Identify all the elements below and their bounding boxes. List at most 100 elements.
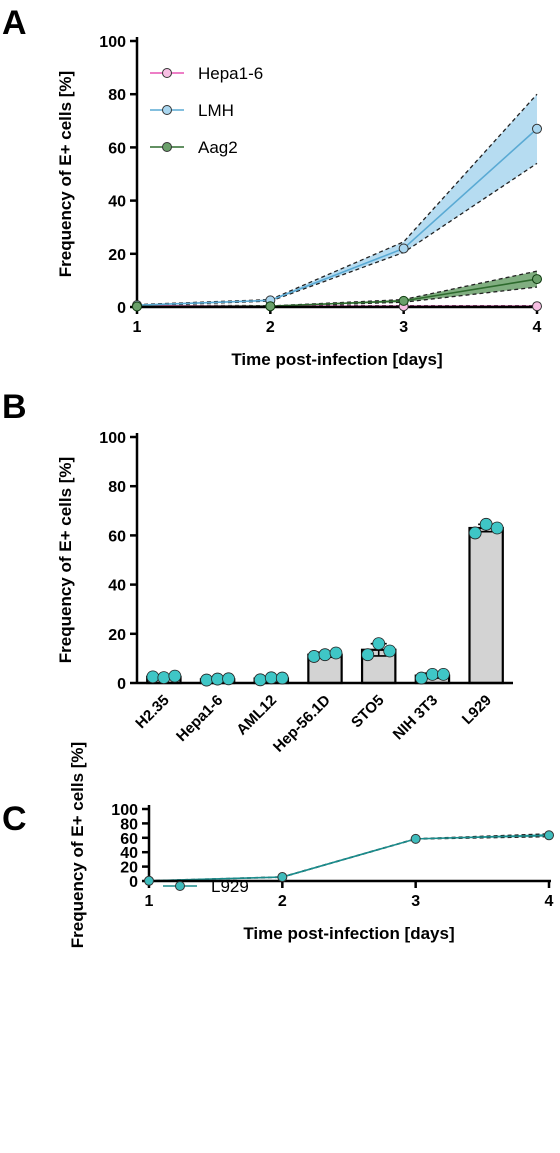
ytick-label-b-4: 80: [108, 479, 126, 496]
panel-letter-b: B: [2, 388, 27, 426]
category-label-0: H2.35: [132, 692, 172, 732]
legend-label-a-1: LMH: [198, 101, 234, 120]
category-label-2: AML12: [233, 692, 280, 739]
xtick-label-a-0: 1: [133, 319, 142, 336]
panel-letter-c: C: [2, 800, 27, 838]
chart-a: 0 20 40 60 80 100 1 2 3 4 Hepa1-6 LMH Aag2 Time pos…: [56, 34, 542, 369]
chart-b-axes: [135, 433, 513, 685]
xtick-label-a-2: 3: [399, 319, 408, 336]
legend-label-c-0: L929: [211, 877, 249, 896]
ytick-label-c-1: 20: [120, 860, 138, 877]
ytick-label-c-4: 80: [120, 816, 138, 833]
legend-marker-a-1: [162, 105, 172, 115]
ytick-label-a-5: 100: [99, 34, 126, 51]
xtick-label-a-1: 2: [266, 319, 275, 336]
category-label-1: Hepa1-6: [173, 692, 226, 745]
ytick-label-c-5: 100: [111, 802, 138, 819]
point-a-0-3: [532, 301, 542, 312]
legend-marker-c-0: [175, 881, 185, 891]
chart-c-lines: [148, 834, 550, 882]
ytick-label-a-0: 0: [117, 300, 126, 317]
chart-a-legend: Hepa1-6 LMH Aag2: [150, 64, 263, 157]
chart-c-axes: [147, 805, 551, 883]
point-a-2-0: [132, 301, 142, 312]
xtick-label-c-0: 1: [145, 893, 154, 910]
point-b-0-2: [168, 669, 182, 683]
bar-6: [468, 526, 504, 685]
category-label-6: L929: [459, 692, 495, 728]
point-b-0-1: [157, 671, 171, 684]
category-label-4: STO5: [348, 692, 388, 732]
point-b-3-2: [329, 646, 343, 660]
point-b-2-1: [264, 671, 278, 685]
ytick-label-b-0: 0: [117, 676, 126, 693]
point-b-6-1: [479, 517, 493, 531]
point-b-4-0: [361, 648, 375, 662]
chart-a-axes: [135, 37, 539, 309]
point-c-0-3: [544, 830, 554, 841]
chart-a-xlabel: Time post-infection [days]: [231, 350, 442, 369]
chart-c-xlabel: Time post-infection [days]: [243, 924, 454, 943]
chart-a-ylabel: Frequency of E+ cells [%]: [56, 71, 75, 277]
legend-marker-a-2: [162, 142, 172, 152]
ytick-label-b-1: 20: [108, 627, 126, 644]
ytick-label-c-2: 40: [120, 845, 138, 862]
ytick-label-c-0: 0: [129, 874, 138, 891]
point-c-0-2: [410, 833, 421, 844]
point-b-5-1: [426, 667, 439, 681]
ytick-label-a-3: 60: [108, 140, 126, 157]
chart-a-ticks: 0 20 40 60 80 100 1 2 3 4: [99, 34, 541, 336]
chart-a-lines: [136, 128, 538, 308]
point-a-2-2: [398, 295, 409, 306]
point-b-6-0: [468, 526, 482, 540]
chart-a-points: [132, 123, 542, 312]
point-b-0-0: [146, 670, 160, 684]
point-a-2-1: [265, 301, 276, 312]
ytick-label-b-5: 100: [99, 430, 126, 447]
point-b-2-0: [253, 673, 267, 687]
point-b-1-2: [222, 672, 235, 686]
chart-c-ylabel: Frequency of E+ cells [%]: [68, 742, 87, 948]
chart-b-bars: [146, 523, 504, 685]
point-b-5-2: [437, 667, 450, 681]
point-b-5-0: [415, 671, 428, 685]
point-b-3-1: [318, 648, 332, 662]
point-b-6-2: [490, 521, 504, 535]
point-b-1-1: [211, 672, 224, 686]
ytick-label-b-2: 40: [108, 578, 126, 595]
category-label-3: Hep-56.1D: [270, 692, 334, 756]
xtick-label-c-2: 3: [411, 893, 420, 910]
panel-letter-a: A: [2, 4, 27, 42]
ytick-label-a-4: 80: [108, 87, 126, 104]
point-b-1-0: [200, 673, 213, 687]
point-b-2-2: [275, 671, 289, 685]
ytick-label-c-3: 60: [120, 831, 138, 848]
legend-label-a-0: Hepa1-6: [198, 64, 263, 83]
chart-c-legend: L929: [163, 877, 249, 896]
category-label-5: NIH 3T3: [390, 692, 442, 744]
point-c-0-0: [144, 875, 154, 886]
xtick-label-c-3: 4: [545, 893, 554, 910]
ytick-label-b-3: 60: [108, 528, 126, 545]
point-c-0-1: [277, 872, 288, 883]
chart-b-points: [146, 517, 504, 687]
series-line-c-0: [148, 834, 550, 882]
point-a-2-3: [532, 274, 542, 285]
point-a-1-3: [532, 123, 542, 134]
point-b-4-2: [383, 644, 397, 658]
chart-c-points: [144, 830, 554, 886]
legend-label-a-2: Aag2: [198, 138, 238, 157]
legend-marker-a-0: [162, 68, 172, 78]
point-b-4-1: [372, 637, 386, 651]
point-a-1-2: [398, 243, 409, 254]
xtick-label-a-3: 4: [533, 319, 542, 336]
band-a-2: [137, 271, 537, 307]
chart-b-ylabel: Frequency of E+ cells [%]: [56, 457, 75, 663]
ytick-label-a-2: 40: [108, 194, 126, 211]
point-b-3-0: [307, 650, 321, 663]
